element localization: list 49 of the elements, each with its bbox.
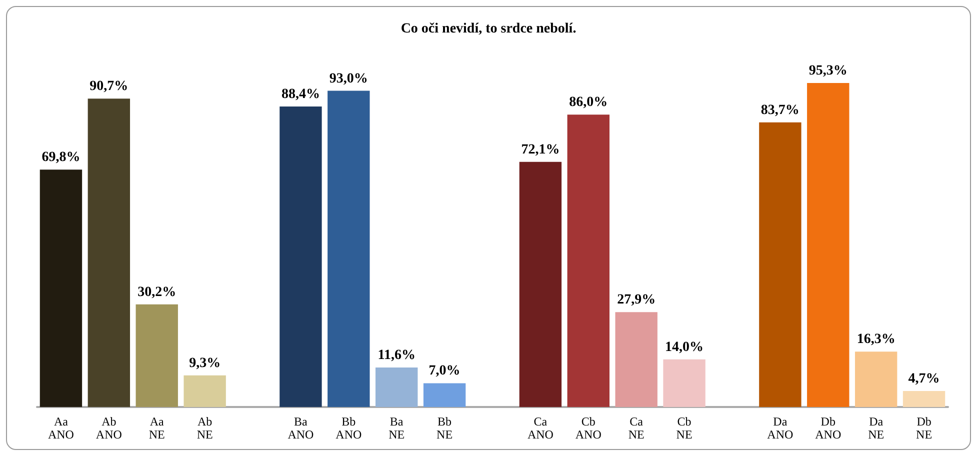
bar xyxy=(88,98,130,407)
data-label: 86,0% xyxy=(569,95,608,110)
bar xyxy=(902,391,946,407)
x-tick-label: Bb ANO xyxy=(336,414,362,442)
x-tick-label: Db NE xyxy=(916,414,932,442)
bar xyxy=(854,352,898,407)
bar xyxy=(615,312,658,407)
bar xyxy=(519,162,562,407)
x-tick-label: Ca NE xyxy=(628,414,644,442)
x-tick-label: Da NE xyxy=(868,414,884,442)
bar xyxy=(40,170,82,407)
bar xyxy=(759,122,802,407)
bar xyxy=(328,90,370,407)
data-label: 93,0% xyxy=(329,71,368,86)
x-tick-label: Ca ANO xyxy=(527,414,554,442)
x-tick-label: Ab NE xyxy=(196,414,213,442)
data-label: 16,3% xyxy=(856,332,896,348)
x-tick-label: Ba NE xyxy=(388,414,405,442)
data-label: 27,9% xyxy=(617,292,656,308)
bar xyxy=(184,375,226,407)
x-tick-label: Db ANO xyxy=(815,414,842,442)
data-label: 4,7% xyxy=(908,372,940,387)
bar xyxy=(567,114,610,407)
data-label: 90,7% xyxy=(90,79,128,94)
bar xyxy=(136,304,178,407)
x-tick-label: Cb NE xyxy=(676,414,692,442)
x-tick-label: Aa NE xyxy=(148,414,165,442)
data-label: 14,0% xyxy=(665,340,704,355)
bar xyxy=(423,383,466,407)
data-label: 95,3% xyxy=(808,63,848,78)
data-label: 88,4% xyxy=(281,86,320,102)
data-label: 69,8% xyxy=(42,150,80,166)
bar xyxy=(376,368,418,407)
data-label: 7,0% xyxy=(428,364,460,379)
bar xyxy=(807,82,850,407)
data-label: 11,6% xyxy=(378,348,416,364)
data-label: 30,2% xyxy=(138,284,176,300)
x-tick-label: Cb ANO xyxy=(575,414,602,442)
data-label: 9,3% xyxy=(189,356,221,371)
data-label: 83,7% xyxy=(760,102,800,118)
x-tick-label: Aa ANO xyxy=(48,414,74,442)
x-tick-label: Ab ANO xyxy=(96,414,122,442)
x-tick-label: Bb NE xyxy=(436,414,453,442)
x-tick-label: Ba ANO xyxy=(288,414,314,442)
bar xyxy=(280,106,322,407)
chart-title: Co oči nevidí, to srdce nebolí. xyxy=(400,22,576,36)
x-tick-label: Da ANO xyxy=(767,414,794,442)
data-label: 72,1% xyxy=(521,142,560,158)
bar xyxy=(663,359,706,407)
